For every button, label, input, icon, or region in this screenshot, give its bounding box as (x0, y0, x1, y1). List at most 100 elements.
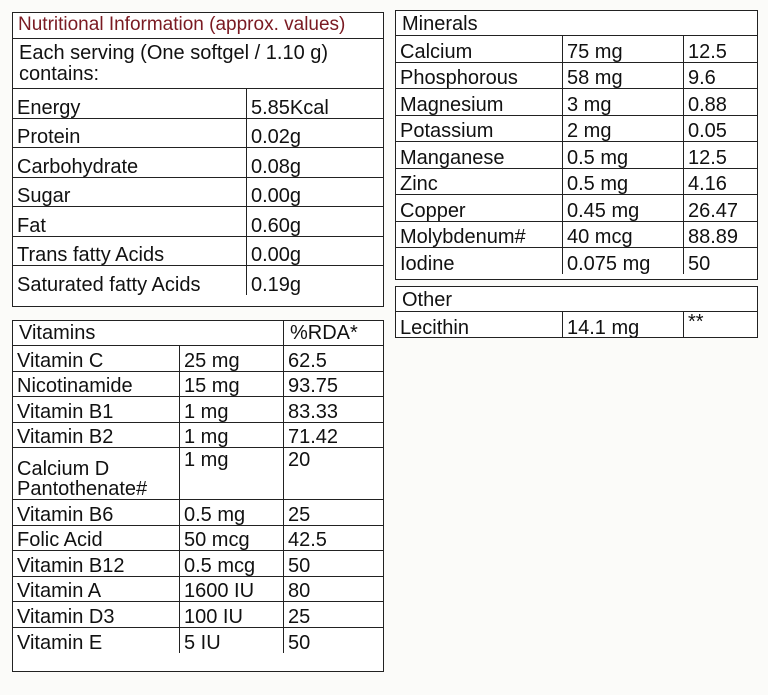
vitamin-row: Calcium D Pantothenate# 1 mg 20 (13, 447, 383, 500)
vitamin-rda: 80 (283, 575, 383, 602)
vitamin-amount: 50 mcg (179, 524, 284, 551)
mineral-name: Iodine (396, 247, 563, 274)
nutrient-name: Protein (13, 117, 247, 148)
nutrition-row: Fat 0.60g (13, 206, 383, 237)
mineral-row: Phosphorous 58 mg 9.6 (396, 61, 757, 89)
vitamin-row: Vitamin B2 1 mg 71.42 (13, 421, 383, 448)
nutrient-value: 0.08g (246, 147, 383, 178)
vitamin-name: Vitamin B1 (13, 396, 180, 423)
vitamin-rda: 20 (283, 447, 383, 500)
vitamin-amount: 100 IU (179, 601, 284, 628)
nutrient-name: Fat (13, 206, 247, 237)
vitamin-amount: 0.5 mcg (179, 550, 284, 577)
nutrition-row: Saturated fatty Acids 0.19g (13, 265, 383, 295)
vitamin-amount: 15 mg (179, 370, 284, 397)
vitamin-amount: 0.5 mg (179, 499, 284, 526)
nutrient-name: Trans fatty Acids (13, 235, 247, 266)
mineral-rda: 4.16 (683, 167, 757, 195)
mineral-name: Magnesium (396, 88, 563, 116)
vitamin-amount: 1 mg (179, 447, 284, 500)
vitamin-row: Vitamin A 1600 IU 80 (13, 575, 383, 602)
other-rda: ** (683, 311, 757, 338)
mineral-amount: 2 mg (562, 114, 684, 142)
mineral-amount: 0.5 mg (562, 167, 684, 195)
mineral-rda: 26.47 (683, 194, 757, 222)
vitamin-name: Nicotinamide (13, 370, 180, 397)
vitamin-row: Folic Acid 50 mcg 42.5 (13, 524, 383, 551)
vitamin-amount: 1 mg (179, 396, 284, 423)
vitamin-row: Vitamin B12 0.5 mcg 50 (13, 550, 383, 577)
other-name: Lecithin (396, 311, 563, 338)
mineral-row: Copper 0.45 mg 26.47 (396, 194, 757, 222)
vitamin-row: Nicotinamide 15 mg 93.75 (13, 370, 383, 397)
vitamin-name: Vitamin C (13, 345, 180, 372)
vitamin-rda: 42.5 (283, 524, 383, 551)
nutrient-name: Carbohydrate (13, 147, 247, 178)
vitamin-name: Vitamin B12 (13, 550, 180, 577)
vitamins-table: Vitamins %RDA* Vitamin C 25 mg 62.5 Nicotin… (13, 321, 383, 653)
mineral-amount: 0.075 mg (562, 247, 684, 274)
vitamin-name: Vitamin E (13, 626, 180, 653)
nutrient-value: 0.00g (246, 176, 383, 207)
mineral-row: Zinc 0.5 mg 4.16 (396, 167, 757, 195)
vitamin-name: Vitamin D3 (13, 601, 180, 628)
rda-header: %RDA* (283, 321, 383, 346)
vitamin-name: Calcium D Pantothenate# (13, 447, 180, 500)
vitamin-rda: 71.42 (283, 421, 383, 448)
mineral-rda: 0.05 (683, 114, 757, 142)
vitamins-panel: Vitamins %RDA* Vitamin C 25 mg 62.5 Nicotin… (12, 320, 384, 672)
nutrient-value: 0.60g (246, 206, 383, 237)
vitamin-amount: 5 IU (179, 626, 284, 653)
vitamin-name: Vitamin B2 (13, 421, 180, 448)
minerals-panel: Minerals Calcium 75 mg 12.5 Phosphorous 58 m… (395, 10, 758, 280)
vitamin-row: Vitamin B6 0.5 mg 25 (13, 499, 383, 526)
vitamin-amount: 1600 IU (179, 575, 284, 602)
mineral-row: Molybdenum# 40 mcg 88.89 (396, 220, 757, 248)
mineral-rda: 0.88 (683, 88, 757, 116)
mineral-amount: 40 mcg (562, 220, 684, 248)
mineral-row: Magnesium 3 mg 0.88 (396, 88, 757, 116)
mineral-rda: 12.5 (683, 35, 757, 63)
mineral-rda: 50 (683, 247, 757, 274)
mineral-row: Potassium 2 mg 0.05 (396, 114, 757, 142)
vitamins-header: Vitamins (13, 321, 284, 346)
vitamins-header-row: Vitamins %RDA* (13, 321, 383, 346)
nutrient-value: 0.00g (246, 235, 383, 266)
nutrient-name: Sugar (13, 176, 247, 207)
mineral-rda: 12.5 (683, 141, 757, 169)
vitamin-amount: 25 mg (179, 345, 284, 372)
vitamin-rda: 25 (283, 499, 383, 526)
other-table: Lecithin 14.1 mg ** (396, 311, 757, 338)
other-panel: Other Lecithin 14.1 mg ** (395, 286, 758, 338)
mineral-amount: 58 mg (562, 61, 684, 89)
nutrient-value: 0.02g (246, 117, 383, 148)
nutrient-value: 0.19g (246, 265, 383, 295)
mineral-row: Iodine 0.075 mg 50 (396, 247, 757, 274)
vitamin-rda: 83.33 (283, 396, 383, 423)
mineral-name: Calcium (396, 35, 563, 63)
other-row: Lecithin 14.1 mg ** (396, 311, 757, 338)
mineral-row: Manganese 0.5 mg 12.5 (396, 141, 757, 169)
mineral-amount: 75 mg (562, 35, 684, 63)
vitamin-rda: 93.75 (283, 370, 383, 397)
nutrition-panel: Nutritional Information (approx. values)… (12, 12, 384, 307)
mineral-name: Potassium (396, 114, 563, 142)
vitamin-rda: 50 (283, 626, 383, 653)
nutrient-name: Energy (13, 88, 247, 119)
mineral-row: Calcium 75 mg 12.5 (396, 35, 757, 63)
mineral-name: Zinc (396, 167, 563, 195)
mineral-rda: 9.6 (683, 61, 757, 89)
minerals-header: Minerals (396, 11, 757, 36)
mineral-amount: 0.45 mg (562, 194, 684, 222)
mineral-rda: 88.89 (683, 220, 757, 248)
vitamin-rda: 62.5 (283, 345, 383, 372)
mineral-name: Manganese (396, 141, 563, 169)
serving-info: Each serving (One softgel / 1.10 g) cont… (13, 39, 383, 89)
vitamin-row: Vitamin D3 100 IU 25 (13, 601, 383, 628)
mineral-name: Phosphorous (396, 61, 563, 89)
nutrition-row: Trans fatty Acids 0.00g (13, 235, 383, 266)
nutrition-row: Energy 5.85Kcal (13, 88, 383, 119)
vitamin-rda: 50 (283, 550, 383, 577)
mineral-name: Molybdenum# (396, 220, 563, 248)
